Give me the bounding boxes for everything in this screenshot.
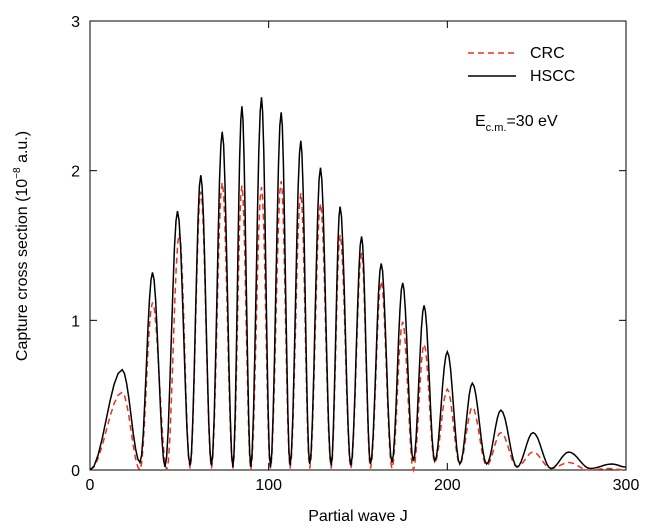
y-tick-label: 3 xyxy=(71,14,80,31)
axis-ticks: 0 100 200 300 0 1 2 3 xyxy=(71,14,639,494)
y-axis-label-exponent: −8 xyxy=(12,167,23,179)
y-tick-label: 0 xyxy=(71,463,80,480)
energy-annotation-suffix: =30 eV xyxy=(506,113,557,130)
y-tick-label: 1 xyxy=(71,313,80,330)
series-line-crc xyxy=(89,181,627,473)
energy-annotation-prefix: E xyxy=(475,113,486,130)
legend: CRC HSCC xyxy=(468,45,575,85)
plot-frame xyxy=(89,20,627,471)
legend-label-crc: CRC xyxy=(530,45,565,62)
y-axis-label-suffix: a.u.) xyxy=(14,131,31,167)
series-layer xyxy=(89,97,627,473)
x-tick-label: 100 xyxy=(255,477,282,494)
energy-annotation: Ec.m.=30 eV xyxy=(475,113,558,134)
series-line-hscc xyxy=(89,97,627,471)
x-tick-label: 200 xyxy=(434,477,461,494)
y-tick-label: 2 xyxy=(71,164,80,181)
x-axis-label: Partial wave J xyxy=(308,508,408,525)
legend-label-hscc: HSCC xyxy=(530,68,575,85)
y-axis-label: Capture cross section (10−8 a.u.) xyxy=(12,131,31,361)
y-axis-label-main: Capture cross section (10 xyxy=(14,179,31,361)
energy-annotation-subscript: c.m. xyxy=(486,122,507,134)
x-tick-label: 0 xyxy=(86,477,95,494)
x-tick-label: 300 xyxy=(613,477,640,494)
